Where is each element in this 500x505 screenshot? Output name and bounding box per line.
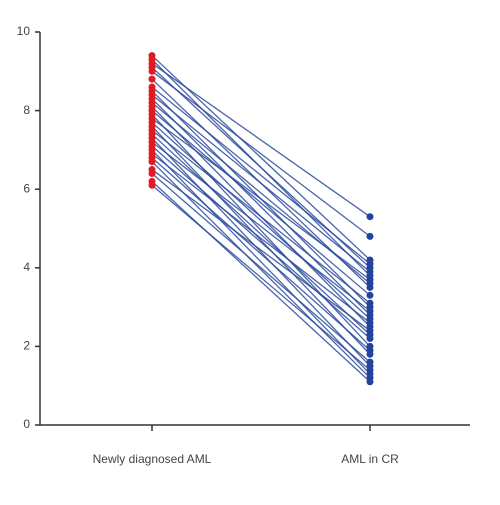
point (366, 260, 374, 268)
pair-line (151, 98, 371, 316)
y-tick-label: 4 (23, 260, 30, 274)
pair-line (151, 172, 371, 363)
point (366, 358, 374, 366)
pair-line (151, 145, 371, 340)
pair-line (151, 86, 371, 265)
y-tick-label: 6 (23, 181, 30, 195)
pair-line (151, 110, 371, 296)
pair-line (151, 161, 371, 379)
point (366, 276, 374, 284)
y-tick-label: 0 (23, 417, 30, 431)
point (148, 169, 156, 177)
x-tick-label: Newly diagnosed AML (93, 452, 212, 466)
y-tick-label: 8 (23, 103, 30, 117)
point (366, 291, 374, 299)
point (366, 319, 374, 327)
pair-line (151, 157, 371, 351)
point (366, 366, 374, 374)
pair-line (151, 169, 371, 332)
point (366, 232, 374, 240)
x-tick-label: AML in CR (341, 452, 399, 466)
point (148, 158, 156, 166)
pair-line (151, 125, 371, 355)
y-tick-label: 10 (17, 24, 31, 38)
pair-line (151, 141, 371, 312)
point (148, 75, 156, 83)
y-tick-label: 2 (23, 339, 30, 353)
point (366, 213, 374, 221)
pair-line (151, 129, 371, 304)
pair-line (151, 121, 371, 320)
point (366, 378, 374, 386)
point (148, 181, 156, 189)
point (366, 268, 374, 276)
pair-line (151, 180, 371, 383)
pair-line (151, 94, 371, 273)
point (148, 67, 156, 75)
point (366, 299, 374, 307)
pair-line (151, 70, 371, 237)
point (366, 307, 374, 315)
pair-line (151, 117, 371, 281)
pair-line (151, 133, 371, 336)
pair-line (151, 149, 371, 375)
pair-line (151, 137, 371, 367)
pair-line (151, 153, 371, 324)
point (366, 346, 374, 354)
point (366, 335, 374, 343)
point (366, 327, 374, 335)
pair-line (151, 184, 371, 371)
pair-line (151, 62, 371, 218)
pair-line (151, 114, 371, 347)
